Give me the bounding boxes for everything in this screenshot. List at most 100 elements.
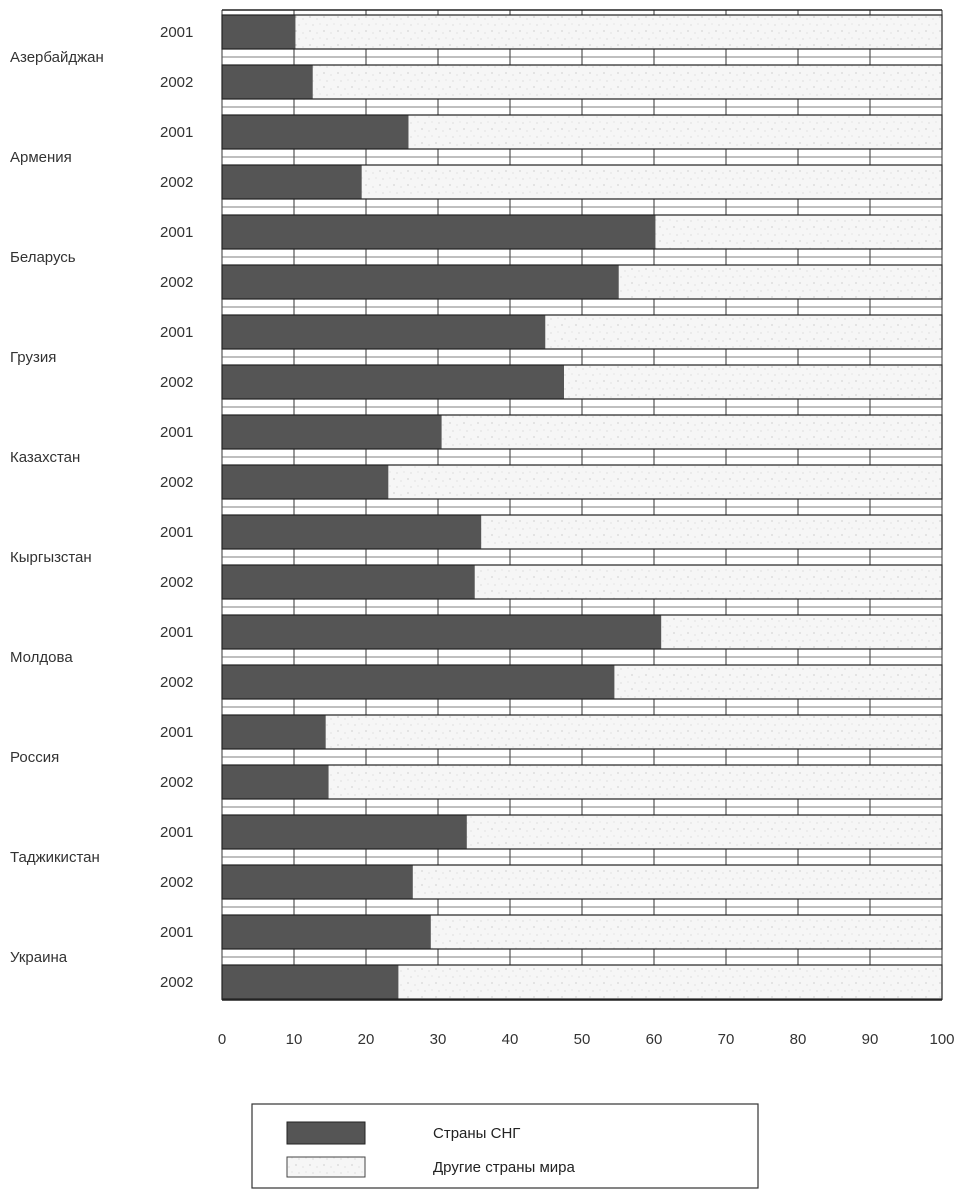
bar-cis-2002: [222, 465, 389, 499]
year-label-2002: 2002: [160, 774, 193, 791]
bar-cis-2001: [222, 315, 546, 349]
year-label-2001: 2001: [160, 824, 193, 841]
country-label: Кыргызстан: [10, 549, 92, 566]
bar-cis-2002: [222, 365, 564, 399]
bar-other-2001: [661, 615, 942, 649]
x-tick-label-50: 50: [574, 1031, 591, 1048]
bar-other-2002: [312, 65, 943, 99]
x-axis: 0 10 20 30 40 50 60 70 80 90 100: [218, 1031, 955, 1048]
x-tick-label-10: 10: [286, 1031, 303, 1048]
bar-cis-2001: [222, 115, 409, 149]
x-tick-label-70: 70: [718, 1031, 735, 1048]
x-tick-label-20: 20: [358, 1031, 375, 1048]
bar-outline: [221, 314, 943, 350]
bar-other-2002: [474, 565, 942, 599]
country-label: Беларусь: [10, 249, 76, 266]
bar-outline: [221, 214, 943, 250]
bar-other-2002: [328, 765, 942, 799]
bar-other-2001: [430, 915, 942, 949]
legend: Страны СНГ Другие страны мира: [251, 1103, 759, 1189]
legend-swatch-other: [286, 1156, 366, 1178]
year-label-2002: 2002: [160, 274, 193, 291]
bar-outline: [221, 964, 943, 1000]
legend-label-other: Другие страны мира: [433, 1159, 576, 1176]
x-tick-label-40: 40: [502, 1031, 519, 1048]
bar-other-2002: [412, 865, 942, 899]
bar-outline: [221, 114, 943, 150]
bar-cis-2002: [222, 65, 313, 99]
bar-other-2002: [614, 665, 942, 699]
bar-outline: [221, 564, 943, 600]
bar-other-2002: [618, 265, 942, 299]
country-label: Россия: [10, 749, 59, 766]
bar-cis-2002: [222, 165, 362, 199]
bar-outline: [221, 814, 943, 850]
country-label: Грузия: [10, 349, 56, 366]
country-label: Азербайджан: [10, 49, 104, 66]
legend-label-cis: Страны СНГ: [433, 1125, 520, 1142]
grid-layer: [221, 9, 943, 1001]
bar-outline: [221, 364, 943, 400]
year-label-2002: 2002: [160, 974, 193, 991]
bar-other-2001: [545, 315, 942, 349]
bar-other-2001: [466, 815, 942, 849]
bar-outline: [221, 864, 943, 900]
bar-cis-2001: [222, 815, 467, 849]
year-label-2002: 2002: [160, 874, 193, 891]
bar-outline: [221, 614, 943, 650]
x-tick-label-0: 0: [218, 1031, 226, 1048]
bar-cis-2001: [222, 515, 482, 549]
bar-other-2002: [398, 965, 942, 999]
bar-outline: [221, 764, 943, 800]
bar-other-2001: [481, 515, 942, 549]
bar-cis-2002: [222, 965, 399, 999]
bar-outline: [221, 664, 943, 700]
year-label-2001: 2001: [160, 24, 193, 41]
bar-outline: [221, 414, 943, 450]
country-label: Молдова: [10, 649, 73, 666]
bar-outline: [221, 514, 943, 550]
country-label: Армения: [10, 149, 72, 166]
bar-cis-2001: [222, 915, 431, 949]
year-label-2001: 2001: [160, 924, 193, 941]
year-label-2002: 2002: [160, 474, 193, 491]
year-label-2001: 2001: [160, 524, 193, 541]
year-label-2002: 2002: [160, 374, 193, 391]
year-label-2002: 2002: [160, 174, 193, 191]
bar-outline: [221, 464, 943, 500]
bar-other-2001: [655, 215, 942, 249]
bar-outline: [221, 914, 943, 950]
bar-other-2002: [361, 165, 942, 199]
bar-outline: [221, 264, 943, 300]
bar-other-2001: [295, 15, 942, 49]
bar-outline: [221, 14, 943, 50]
year-label-2002: 2002: [160, 674, 193, 691]
bar-other-2002: [388, 465, 942, 499]
bar-cis-2001: [222, 215, 656, 249]
bar-outline: [221, 714, 943, 750]
year-label-2001: 2001: [160, 324, 193, 341]
x-tick-label-60: 60: [646, 1031, 663, 1048]
bar-cis-2002: [222, 565, 475, 599]
year-label-2001: 2001: [160, 424, 193, 441]
bar-cis-2001: [222, 415, 442, 449]
bar-outline: [221, 64, 943, 100]
bar-other-2002: [564, 365, 942, 399]
x-tick-label-100: 100: [929, 1031, 954, 1048]
bar-cis-2002: [222, 765, 329, 799]
labels-layer: Азербайджан 2001 2002 Армения 2001 2002 Белару…: [10, 24, 193, 991]
bar-cis-2001: [222, 15, 296, 49]
bar-outline: [221, 164, 943, 200]
bar-other-2001: [408, 115, 943, 149]
bars-layer: [221, 14, 943, 1000]
year-label-2002: 2002: [160, 74, 193, 91]
bar-cis-2002: [222, 865, 413, 899]
year-label-2002: 2002: [160, 574, 193, 591]
x-tick-label-90: 90: [862, 1031, 879, 1048]
bar-cis-2001: [222, 715, 326, 749]
bar-cis-2002: [222, 665, 615, 699]
year-label-2001: 2001: [160, 624, 193, 641]
country-label: Казахстан: [10, 449, 80, 466]
bar-cis-2002: [222, 265, 619, 299]
